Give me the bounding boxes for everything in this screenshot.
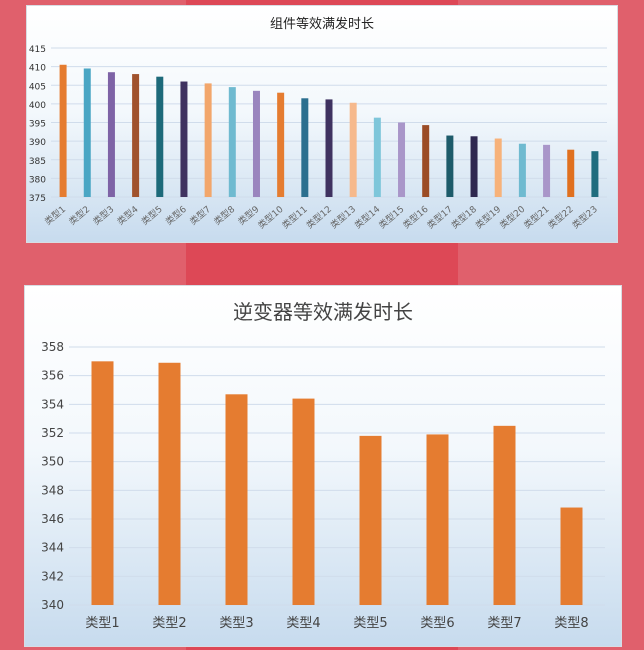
bar [301, 98, 309, 197]
x-tick-label: 类型4 [115, 203, 141, 228]
bar [422, 125, 430, 197]
y-tick-label: 344 [41, 541, 64, 555]
x-tick-label: 类型1 [85, 616, 119, 631]
y-tick-label: 348 [41, 483, 64, 497]
module-chart-x-ticks: 类型1 类型2 类型3 类型4 类型5 类型6 类型7 类型8 类型9类型10类型11类型12类… [42, 203, 600, 231]
x-tick-label: 类型2 [66, 203, 92, 227]
bar [359, 435, 382, 605]
chart-panel-inverter: 逆变器等效满发时长 340 342 344 346 348 350 352 354 356 358… [24, 285, 622, 647]
x-tick-label: 类型22 [545, 203, 575, 231]
bar [494, 138, 502, 197]
x-tick-label: 类型18 [449, 203, 479, 231]
bar [180, 81, 188, 197]
bar [132, 74, 140, 197]
inverter-chart-grid [69, 346, 605, 606]
y-tick-label: 346 [41, 512, 64, 526]
x-tick-label: 类型3 [219, 616, 253, 631]
y-tick-label: 354 [41, 397, 64, 411]
bar [543, 144, 551, 197]
inverter-chart-x-ticks: 类型1 类型2 类型3 类型4 类型5 类型6 类型7 类型8 [85, 616, 588, 631]
chart-panel-module: 组件等效满发时长 375 380 385 390 395 400 405 410 415 类型1… [26, 5, 618, 243]
bar [518, 143, 526, 197]
x-tick-label: 类型7 [487, 616, 521, 631]
bar [158, 362, 181, 605]
module-chart-bars [59, 64, 599, 197]
inverter-chart-bars [91, 361, 583, 605]
y-tick-label: 400 [29, 101, 46, 111]
x-tick-label: 类型14 [352, 203, 382, 231]
y-tick-label: 352 [41, 426, 64, 440]
module-chart-y-ticks: 375 380 385 390 395 400 405 410 415 [29, 45, 46, 204]
x-tick-label: 类型3 [90, 203, 116, 227]
bar [204, 83, 212, 197]
y-tick-label: 350 [41, 455, 64, 469]
y-tick-label: 342 [41, 569, 64, 583]
y-tick-label: 395 [29, 120, 46, 130]
bar [567, 149, 575, 197]
x-tick-label: 类型20 [497, 203, 527, 231]
y-tick-label: 415 [29, 45, 46, 55]
y-tick-label: 385 [29, 157, 46, 167]
x-tick-label: 类型4 [286, 616, 320, 631]
x-tick-label: 类型17 [425, 203, 455, 231]
bar [591, 151, 599, 197]
bar [107, 72, 115, 197]
y-tick-label: 340 [41, 598, 64, 612]
x-tick-label: 类型6 [420, 616, 454, 631]
bar [277, 92, 285, 197]
x-tick-label: 类型13 [328, 203, 358, 231]
bar [373, 117, 381, 197]
bar [446, 135, 454, 197]
x-tick-label: 类型19 [473, 203, 503, 231]
bar [252, 90, 260, 197]
module-chart-title: 组件等效满发时长 [270, 16, 374, 32]
bar [470, 136, 478, 197]
module-chart: 组件等效满发时长 375 380 385 390 395 400 405 410 415 类型1… [29, 16, 607, 231]
x-tick-label: 类型12 [304, 203, 334, 231]
x-tick-label: 类型5 [139, 203, 165, 227]
bar [426, 434, 449, 605]
x-tick-label: 类型2 [152, 616, 186, 631]
y-tick-label: 405 [29, 82, 46, 92]
y-tick-label: 390 [29, 138, 46, 148]
x-tick-label: 类型15 [376, 203, 406, 231]
bar [156, 76, 164, 197]
inverter-chart-title: 逆变器等效满发时长 [233, 300, 413, 324]
x-tick-label: 类型7 [187, 203, 213, 227]
bar [560, 507, 583, 605]
bar [398, 122, 406, 197]
bar [325, 99, 333, 197]
y-tick-label: 358 [41, 340, 64, 354]
bar [59, 64, 67, 197]
x-tick-label: 类型6 [163, 203, 189, 228]
bar [292, 398, 315, 605]
x-tick-label: 类型10 [255, 203, 285, 231]
y-tick-label: 375 [29, 194, 46, 204]
bar [493, 425, 516, 605]
x-tick-label: 类型5 [353, 616, 387, 631]
y-tick-label: 410 [29, 64, 46, 74]
bar [225, 394, 248, 605]
bar [83, 68, 91, 197]
y-tick-label: 356 [41, 369, 64, 383]
x-tick-label: 类型16 [400, 203, 430, 231]
bar [228, 87, 236, 197]
x-tick-label: 类型1 [42, 203, 68, 227]
x-tick-label: 类型8 [554, 616, 588, 631]
x-tick-label: 类型11 [279, 203, 309, 231]
y-tick-label: 380 [29, 175, 46, 185]
inverter-chart: 逆变器等效满发时长 340 342 344 346 348 350 352 354 356 358… [41, 300, 605, 631]
bar [91, 361, 114, 605]
bar [349, 102, 357, 197]
inverter-chart-y-ticks: 340 342 344 346 348 350 352 354 356 358 [41, 340, 64, 612]
x-tick-label: 类型8 [211, 203, 237, 228]
x-tick-label: 类型23 [570, 203, 600, 231]
x-tick-label: 类型21 [521, 203, 551, 231]
